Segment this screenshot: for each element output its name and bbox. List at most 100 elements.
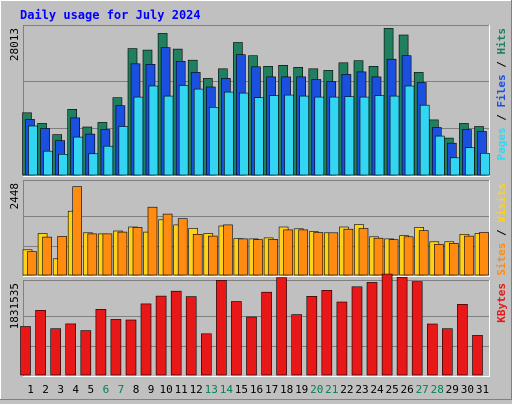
bar-visits-sites-day-30 <box>464 235 474 276</box>
bar-hits-pages-day-2 <box>43 150 53 176</box>
bar-hits-pages-day-9 <box>148 85 159 176</box>
bar-visits-sites-day-28 <box>433 244 444 276</box>
bar-hits-pages-day-23 <box>359 96 370 176</box>
bar-hits-pages-day-29 <box>449 157 460 176</box>
bar-hits-pages-day-5 <box>88 153 99 176</box>
bar-kbytes-kbytes-day-16 <box>246 316 257 376</box>
bar-hits-pages-day-12 <box>193 88 204 176</box>
bar-kbytes-kbytes-day-25 <box>381 273 393 376</box>
bar-hits-pages-day-26 <box>404 85 415 176</box>
legend-entry-hits: Hits <box>495 28 508 55</box>
bar-hits-pages-day-22 <box>344 96 355 176</box>
legend-entry-kbytes: KBytes <box>495 283 508 323</box>
x-tick-label-day-7: 7 <box>118 383 125 396</box>
x-tick-label-day-14: 14 <box>220 383 234 396</box>
bar-kbytes-kbytes-day-20 <box>306 295 318 376</box>
bar-kbytes-kbytes-day-31 <box>472 335 483 376</box>
bar-hits-pages-day-24 <box>374 95 385 176</box>
x-tick-label-day-2: 2 <box>42 383 49 396</box>
bar-visits-sites-day-16 <box>253 239 263 276</box>
x-tick-label-day-31: 31 <box>476 383 489 396</box>
bar-kbytes-kbytes-day-5 <box>80 330 92 376</box>
bar-kbytes-kbytes-day-1 <box>20 326 31 376</box>
x-tick-label-day-24: 24 <box>370 383 384 396</box>
panel-visits-ymax-label: 2448 <box>8 183 21 210</box>
bar-kbytes-kbytes-day-15 <box>231 301 242 376</box>
bar-visits-sites-day-5 <box>87 233 98 276</box>
bar-visits-sites-day-19 <box>298 229 309 276</box>
x-tick-label-day-3: 3 <box>57 383 64 396</box>
bar-hits-pages-day-15 <box>239 92 249 176</box>
bar-hits-pages-day-19 <box>299 95 310 176</box>
bar-visits-sites-day-22 <box>343 228 354 276</box>
panel-hits-ymax-label: 28013 <box>8 28 21 61</box>
bar-hits-pages-day-3 <box>58 154 69 176</box>
x-tick-label-day-9: 9 <box>148 383 155 396</box>
bar-kbytes-kbytes-day-12 <box>185 296 197 376</box>
x-tick-label-day-10: 10 <box>159 383 172 396</box>
panel-visits-legend: Sites / Visits <box>495 183 508 276</box>
bar-hits-pages-day-14 <box>224 91 234 176</box>
bar-kbytes-kbytes-day-24 <box>366 282 378 376</box>
bar-visits-sites-day-7 <box>117 231 128 276</box>
bar-hits-pages-day-13 <box>209 107 219 176</box>
bar-visits-sites-day-12 <box>192 234 203 276</box>
bar-kbytes-kbytes-day-10 <box>155 295 167 376</box>
bar-hits-pages-day-4 <box>73 136 83 176</box>
x-tick-label-day-26: 26 <box>400 383 413 396</box>
bar-visits-sites-day-10 <box>162 213 173 276</box>
bar-kbytes-kbytes-day-4 <box>65 323 76 376</box>
x-tick-label-day-23: 23 <box>355 383 368 396</box>
bar-visits-sites-day-29 <box>448 243 459 276</box>
bar-visits-sites-day-23 <box>358 228 369 276</box>
x-tick-label-day-29: 29 <box>446 383 459 396</box>
bar-visits-sites-day-1 <box>27 251 37 276</box>
bar-hits-pages-day-6 <box>103 145 114 176</box>
legend-entry-sites: Sites <box>495 243 508 276</box>
bar-kbytes-kbytes-day-11 <box>170 290 182 376</box>
bar-visits-sites-day-6 <box>102 233 113 276</box>
bar-kbytes-kbytes-day-29 <box>441 328 453 376</box>
x-tick-label-day-19: 19 <box>295 383 308 396</box>
bar-visits-sites-day-20 <box>313 232 324 276</box>
bar-hits-pages-day-30 <box>465 147 475 176</box>
bar-visits-sites-day-25 <box>388 239 399 276</box>
bar-kbytes-kbytes-day-9 <box>140 303 152 376</box>
bar-kbytes-kbytes-day-28 <box>426 323 438 376</box>
bar-visits-sites-day-31 <box>479 232 489 276</box>
bar-visits-sites-day-9 <box>147 206 158 276</box>
bar-hits-pages-day-20 <box>314 96 325 176</box>
legend-separator: / <box>495 55 508 75</box>
bar-kbytes-kbytes-day-8 <box>125 319 137 376</box>
bar-visits-sites-day-4 <box>72 186 82 276</box>
x-tick-label-day-4: 4 <box>72 383 79 396</box>
bar-hits-pages-day-28 <box>434 135 445 176</box>
bar-visits-sites-day-8 <box>132 227 143 276</box>
bar-hits-pages-day-25 <box>389 95 400 176</box>
bar-visits-sites-day-13 <box>208 235 218 276</box>
bar-visits-sites-day-27 <box>418 230 429 276</box>
bar-kbytes-kbytes-day-3 <box>50 328 62 376</box>
bar-kbytes-kbytes-day-6 <box>95 308 107 376</box>
panel-hits-legend: Pages / Files / Hits <box>495 28 508 161</box>
x-tick-label-day-25: 25 <box>385 383 398 396</box>
bar-visits-sites-day-14 <box>223 224 233 276</box>
legend-entry-files: Files <box>495 74 508 107</box>
bar-kbytes-kbytes-day-7 <box>110 319 122 376</box>
x-tick-label-day-13: 13 <box>205 383 218 396</box>
bar-hits-pages-day-27 <box>419 104 430 176</box>
bar-hits-pages-day-21 <box>329 96 340 176</box>
bar-visits-sites-day-24 <box>373 237 384 276</box>
legend-separator: / <box>495 223 508 243</box>
bar-visits-sites-day-3 <box>57 236 68 276</box>
x-tick-label-day-22: 22 <box>340 383 353 396</box>
bar-visits-sites-day-18 <box>283 229 293 276</box>
legend-entry-visits: Visits <box>495 183 508 223</box>
x-tick-label-day-16: 16 <box>250 383 263 396</box>
x-tick-label-day-18: 18 <box>280 383 293 396</box>
bar-visits-sites-day-26 <box>403 236 414 276</box>
bar-kbytes-kbytes-day-30 <box>457 303 468 376</box>
bar-kbytes-kbytes-day-26 <box>396 277 408 376</box>
legend-entry-pages: Pages <box>495 127 508 160</box>
